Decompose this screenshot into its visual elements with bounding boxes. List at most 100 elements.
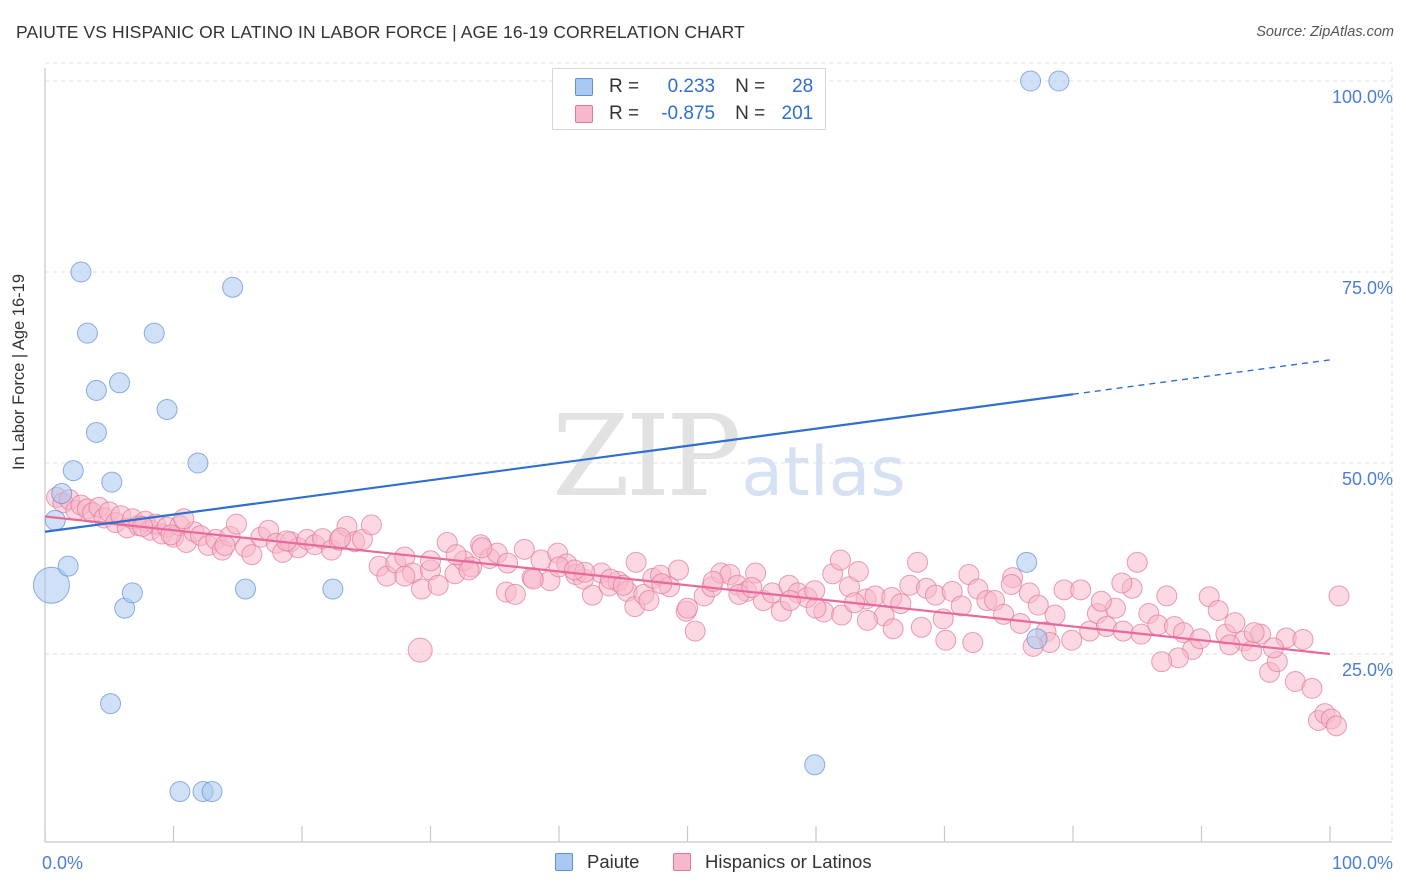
hispanic-point — [497, 552, 519, 574]
hispanic-point — [563, 559, 585, 581]
legend-label: Paiute — [587, 851, 640, 872]
hispanic-legend-swatch — [673, 853, 691, 871]
paiute-point — [62, 460, 84, 482]
hispanic-point — [394, 565, 416, 587]
hispanic-point — [1000, 573, 1022, 595]
legend-item-paiute[interactable]: Paiute — [555, 851, 639, 873]
paiute-point — [187, 452, 209, 474]
paiute-point — [85, 421, 107, 443]
r-label: R = — [609, 103, 640, 124]
hispanic-point — [847, 560, 869, 582]
hispanic-point — [684, 620, 706, 642]
hispanic-point — [638, 590, 660, 612]
hispanic-point — [907, 551, 929, 573]
source-label: Source: ZipAtlas.com — [1256, 24, 1394, 40]
y-tick-label: 25.0% — [1342, 660, 1393, 680]
legend-label: Hispanics or Latinos — [705, 851, 872, 872]
hispanic-point — [1126, 551, 1148, 573]
chart-title: PAIUTE VS HISPANIC OR LATINO IN LABOR FO… — [16, 22, 745, 42]
r-value: 0.233 — [667, 76, 716, 97]
hispanic-trend-line — [44, 515, 1331, 656]
paiute-point — [85, 379, 107, 401]
hispanic-point — [935, 629, 957, 651]
n-value: 28 — [792, 76, 814, 97]
paiute-point — [51, 483, 73, 505]
paiute-point — [70, 261, 92, 283]
hispanic-point — [522, 568, 544, 590]
hispanic-point — [779, 590, 801, 612]
paiute-point — [1016, 551, 1038, 573]
stats-row-hispanic: R = -0.875 N = 201 — [575, 101, 813, 127]
hispanic-point — [1044, 604, 1066, 626]
hispanic-swatch — [575, 105, 593, 123]
hispanic-point — [1224, 612, 1246, 634]
paiute-point — [322, 578, 344, 600]
hispanic-point — [1301, 677, 1323, 699]
hispanic-point — [882, 618, 904, 640]
hispanic-point — [160, 524, 182, 546]
y-tick-label: 50.0% — [1342, 469, 1393, 489]
hispanic-point — [427, 574, 449, 596]
y-axis-label: In Labor Force | Age 16-19 — [10, 274, 28, 470]
paiute-legend-swatch — [555, 853, 573, 871]
stats-legend: R = 0.233 N = 28 R = -0.875 N = 201 — [552, 68, 826, 130]
r-value: -0.875 — [661, 103, 716, 124]
paiute-point — [109, 372, 131, 394]
paiute-point — [201, 781, 223, 803]
hispanic-point — [1027, 594, 1049, 616]
y-tick-label: 100.0% — [1332, 87, 1393, 107]
hispanic-point — [1325, 715, 1347, 737]
hispanic-point — [1292, 628, 1314, 650]
watermark: ZIPatlas — [552, 392, 906, 522]
paiute-point — [169, 781, 191, 803]
hispanic-point — [1243, 622, 1265, 644]
hispanic-point — [856, 609, 878, 631]
hispanic-point — [581, 584, 603, 606]
hispanic-point — [1009, 612, 1031, 634]
hispanic-point — [360, 514, 382, 536]
hispanic-point — [962, 632, 984, 654]
hispanic-point — [225, 513, 247, 535]
paiute-point — [100, 693, 122, 715]
hispanic-point — [668, 559, 690, 581]
hispanic-point — [504, 583, 526, 605]
paiute-point — [121, 582, 143, 604]
paiute-point — [1020, 70, 1042, 92]
hispanic-point — [829, 549, 851, 571]
hispanic-point — [910, 616, 932, 638]
hispanic-point — [241, 544, 263, 566]
paiute-point — [1026, 628, 1048, 650]
paiute-point — [44, 509, 66, 531]
paiute-point — [32, 566, 70, 604]
hispanic-point — [1156, 585, 1178, 607]
paiute-swatch — [575, 78, 593, 96]
y-tick-label: 75.0% — [1342, 278, 1393, 298]
hispanic-point — [1207, 599, 1229, 621]
legend-item-hispanic[interactable]: Hispanics or Latinos — [673, 851, 872, 873]
hispanic-point — [513, 538, 535, 560]
hispanic-point — [805, 597, 827, 619]
paiute-point — [1048, 70, 1070, 92]
n-label: N = — [735, 76, 766, 97]
hispanic-point — [831, 604, 853, 626]
stats-row-paiute: R = 0.233 N = 28 — [575, 74, 813, 100]
r-label: R = — [609, 76, 640, 97]
hispanic-point — [1328, 585, 1350, 607]
hispanic-point — [471, 537, 493, 559]
paiute-point — [76, 322, 98, 344]
paiute-point — [156, 399, 178, 421]
x-tick-label: 100.0% — [1332, 853, 1393, 873]
x-tick-label: 0.0% — [42, 853, 83, 873]
hispanic-point — [677, 597, 698, 619]
hispanic-point — [612, 574, 634, 596]
watermark-atlas: atlas — [741, 433, 906, 512]
hispanic-point — [625, 551, 647, 573]
hispanic-point — [1070, 579, 1092, 601]
hispanic-point — [330, 527, 352, 549]
hispanic-point — [950, 595, 972, 617]
hispanic-point — [407, 637, 433, 663]
paiute-point — [804, 754, 826, 776]
hispanic-point — [1061, 629, 1083, 651]
hispanic-point — [1111, 572, 1133, 594]
